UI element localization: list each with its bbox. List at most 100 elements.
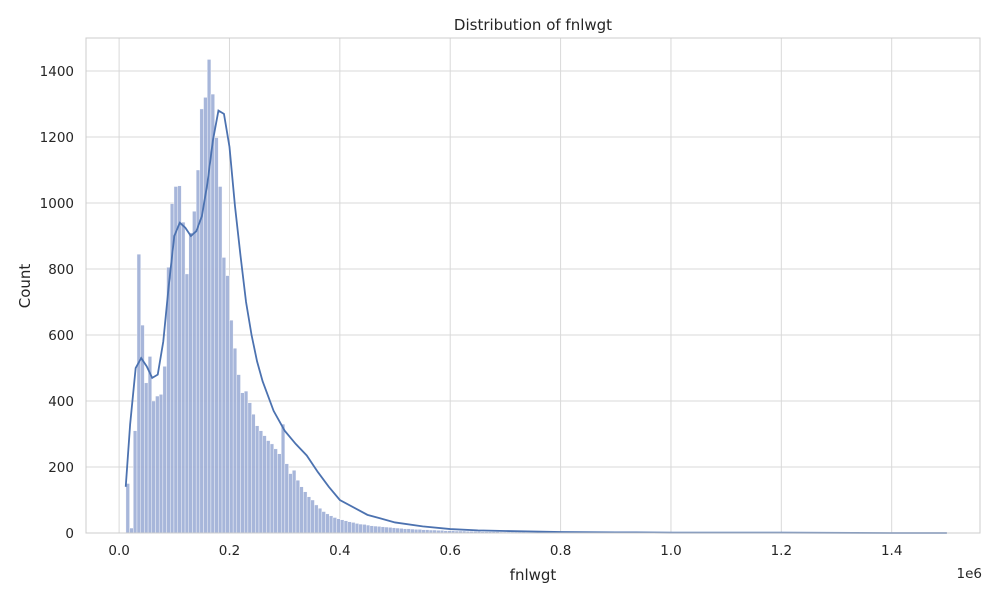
histogram-bar — [306, 496, 311, 534]
histogram-bar — [133, 430, 138, 534]
histogram-bar — [358, 523, 363, 534]
histogram-bar — [332, 517, 337, 534]
histogram-bar — [129, 527, 134, 534]
histogram-bar — [162, 366, 167, 534]
histogram-bar — [188, 232, 193, 534]
histogram-bar — [410, 528, 415, 534]
histogram-bar — [229, 319, 234, 534]
histogram-bar — [362, 524, 367, 534]
histogram-bar — [303, 491, 308, 534]
histogram-bar — [258, 430, 263, 534]
x-tick-label: 0.6 — [439, 543, 460, 559]
histogram-bar — [399, 528, 404, 534]
x-tick-label: 0.8 — [550, 543, 571, 559]
histogram-bar — [417, 529, 422, 534]
histogram-bar — [336, 518, 341, 534]
histogram-bar — [403, 528, 408, 534]
histogram-bar — [329, 515, 334, 534]
histogram-bar — [317, 508, 323, 534]
histogram-bar — [247, 402, 252, 534]
histogram-bar — [295, 480, 300, 534]
x-tick-label: 1.2 — [771, 543, 792, 559]
histogram-bar — [325, 513, 330, 534]
histogram-bar — [340, 519, 345, 534]
histogram-bar — [136, 253, 141, 534]
histogram-bar — [343, 520, 348, 534]
histogram-bar — [203, 97, 208, 534]
histogram-bar — [391, 527, 397, 534]
histogram-bar — [384, 526, 389, 534]
histogram-bar — [155, 395, 160, 534]
y-axis-label: Count — [16, 264, 34, 309]
y-tick-label: 1400 — [40, 64, 74, 80]
x-axis-label: fnlwgt — [510, 566, 557, 584]
y-tick-label: 600 — [48, 328, 74, 344]
x-tick-label: 1.4 — [881, 543, 902, 559]
y-tick-label: 200 — [48, 460, 74, 476]
histogram-bar — [347, 521, 352, 534]
histogram-bar — [262, 435, 267, 534]
histogram-bar — [292, 470, 297, 534]
histogram-bar — [277, 453, 282, 534]
histogram-bar — [192, 211, 197, 534]
histogram-bar — [354, 523, 360, 534]
histogram-bar — [273, 448, 278, 534]
histogram-bar — [314, 504, 319, 534]
histogram-bar — [406, 528, 411, 534]
histogram-bar — [207, 59, 212, 534]
x-tick-label: 0.2 — [219, 543, 240, 559]
y-tick-label: 0 — [65, 526, 74, 542]
histogram-bar — [210, 93, 215, 534]
histogram-bar — [232, 348, 238, 534]
histogram-bar — [351, 522, 356, 534]
histogram-bar — [218, 186, 223, 534]
histogram-bar — [266, 440, 271, 534]
histogram-bars — [125, 59, 907, 534]
histogram-bar — [414, 529, 419, 534]
histogram-bar — [214, 137, 219, 534]
histogram-bar — [321, 511, 326, 534]
histogram-bar — [380, 526, 385, 534]
histogram-bar — [269, 443, 274, 534]
histogram-bar — [310, 499, 315, 534]
histogram-bar — [147, 356, 152, 534]
histogram-bar — [240, 392, 245, 534]
chart-title: Distribution of fnlwgt — [454, 16, 612, 34]
kde-line — [124, 109, 947, 534]
y-tick-label: 1200 — [40, 130, 74, 146]
x-tick-label: 0.4 — [329, 543, 350, 559]
histogram-bar — [299, 486, 304, 534]
histogram-bar — [140, 324, 145, 534]
histogram-bar — [125, 483, 130, 534]
histogram-bar — [236, 374, 241, 534]
histogram-bar — [221, 257, 226, 534]
y-tick-label: 1000 — [40, 196, 74, 212]
histogram-bar — [244, 390, 249, 534]
y-tick-label: 400 — [48, 394, 74, 410]
histogram-bar — [255, 425, 260, 534]
histogram-bar — [366, 524, 371, 534]
x-offset-label: 1e6 — [957, 566, 982, 582]
histogram-bar — [225, 275, 230, 534]
histogram-bar — [177, 185, 182, 534]
plot-frame — [85, 37, 981, 534]
histogram-bar — [199, 108, 204, 534]
histogram-bar — [288, 473, 293, 534]
y-tick-labels: 0 200 400 600 800 1000 1200 1400 — [40, 64, 74, 542]
histogram-bar — [280, 423, 286, 534]
histogram-bar — [284, 463, 289, 534]
histogram-bar — [251, 414, 256, 534]
histogram-bar — [151, 400, 156, 534]
histogram-bar — [181, 221, 186, 534]
histogram-bar — [369, 525, 374, 534]
histogram-bar — [377, 526, 382, 534]
x-tick-label: 0.0 — [108, 543, 129, 559]
histogram-bar — [184, 273, 189, 534]
x-tick-labels: 0.0 0.2 0.4 0.6 0.8 1.0 1.2 1.4 — [108, 543, 902, 559]
histogram-bar — [144, 382, 149, 534]
x-tick-label: 1.0 — [660, 543, 681, 559]
histogram-bar — [388, 527, 393, 534]
histogram-bar — [373, 525, 378, 534]
y-tick-label: 800 — [48, 262, 74, 278]
